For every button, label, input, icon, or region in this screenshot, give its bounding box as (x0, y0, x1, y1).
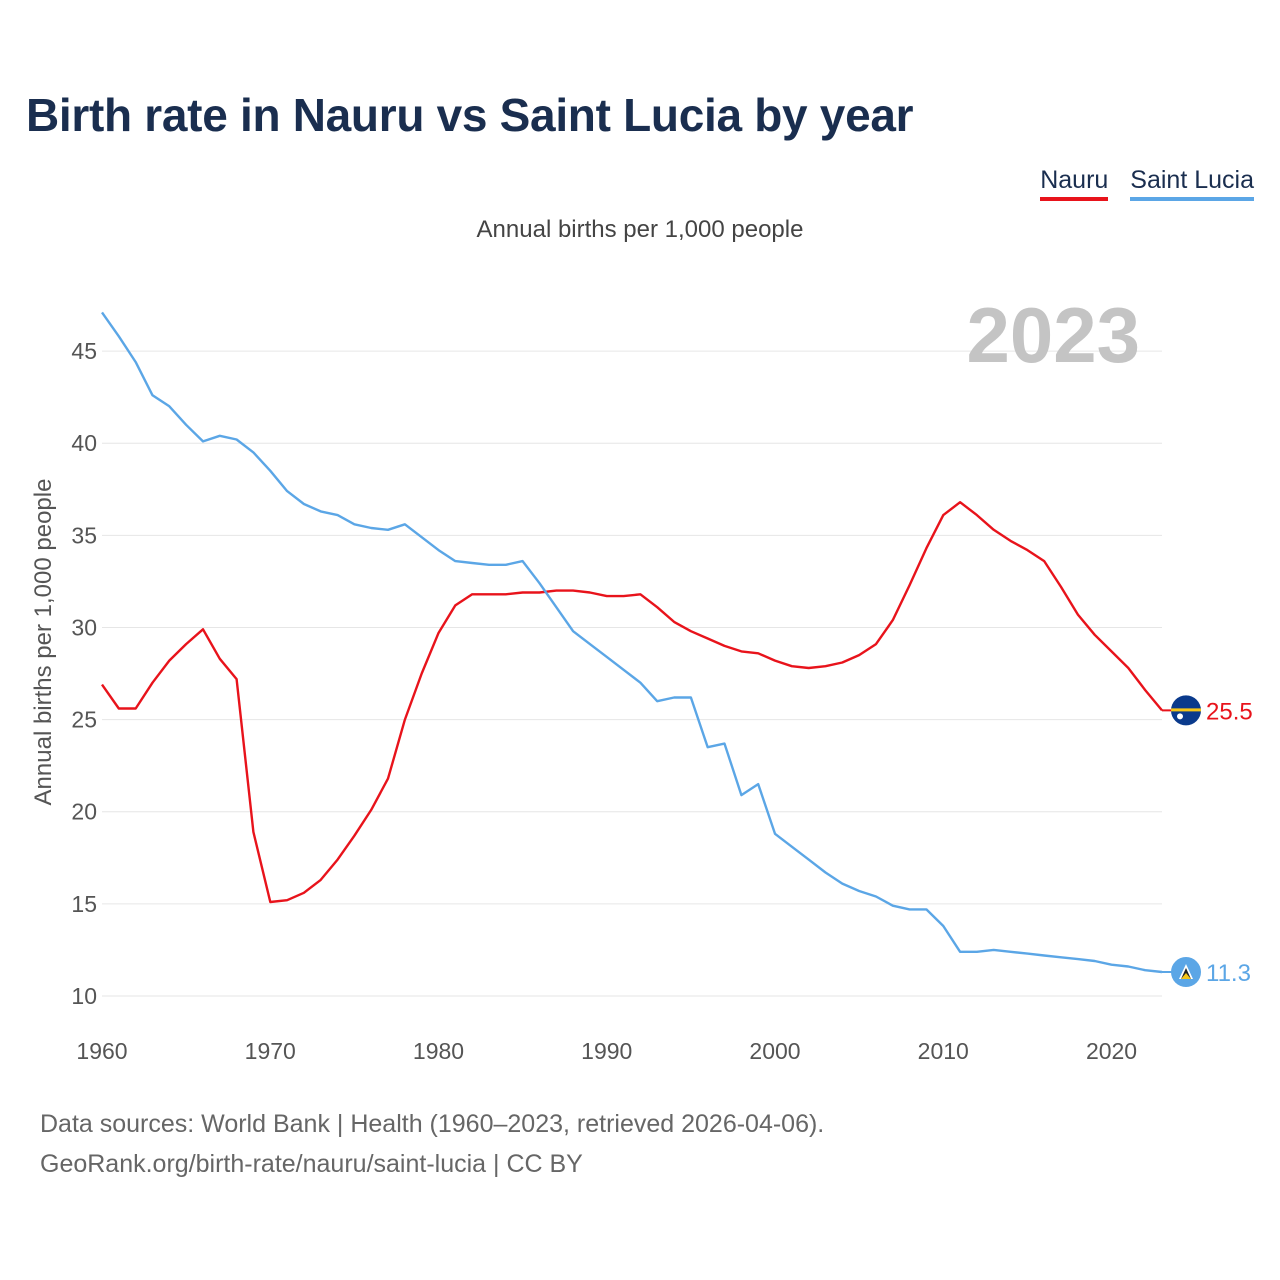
y-tick-label: 20 (71, 799, 97, 825)
nauru-flag-icon (1171, 695, 1201, 726)
legend: Nauru Saint Lucia (1040, 166, 1254, 201)
end-markers: 25.5 11.3 (1171, 695, 1253, 988)
grid-lines (102, 350, 1162, 997)
saint-lucia-line-end-label: 11.3 (1206, 960, 1251, 987)
x-ticks: 1960 1970 1980 1990 2000 2010 2020 (76, 1038, 1137, 1064)
y-tick-label: 35 (71, 522, 97, 548)
x-tick-label: 1990 (581, 1038, 632, 1064)
y-tick-label: 25 (71, 707, 97, 733)
year-label: 2023 (966, 291, 1140, 379)
y-tick-label: 10 (71, 983, 97, 1009)
saint-lucia-line[interactable] (101, 311, 1163, 974)
footer-link[interactable]: GeoRank.org/birth-rate/nauru/saint-lucia… (40, 1150, 583, 1178)
y-ticks: 10 15 20 25 30 35 40 45 (71, 338, 97, 1009)
line-chart: 2023 Annual births per 1,000 people 10 15… (30, 291, 1253, 1064)
x-tick-label: 2020 (1086, 1038, 1137, 1064)
series-lines (101, 311, 1186, 974)
y-axis-label: Annual births per 1,000 people (30, 479, 57, 806)
nauru-line-end-label: 25.5 (1206, 698, 1253, 725)
legend-nauru[interactable]: Nauru (1040, 166, 1109, 201)
y-tick-label: 45 (71, 338, 97, 364)
x-tick-label: 2010 (918, 1038, 969, 1064)
nauru-line[interactable] (101, 501, 1163, 904)
y-tick-label: 40 (71, 430, 97, 456)
saint-lucia-flag-icon (1171, 957, 1201, 988)
x-tick-label: 1960 (76, 1038, 127, 1064)
chart-title: Birth rate in Nauru vs Saint Lucia by ye… (26, 89, 914, 141)
y-tick-label: 30 (71, 614, 97, 640)
x-tick-label: 1970 (245, 1038, 296, 1064)
y-tick-label: 15 (71, 891, 97, 917)
chart-subtitle: Annual births per 1,000 people (476, 216, 804, 243)
x-tick-label: 1980 (413, 1038, 464, 1064)
footer-sources: Data sources: World Bank | Health (1960–… (40, 1110, 825, 1138)
footer: Data sources: World Bank | Health (1960–… (40, 1104, 824, 1184)
x-tick-label: 2000 (749, 1038, 800, 1064)
legend-saint-lucia[interactable]: Saint Lucia (1130, 166, 1254, 201)
